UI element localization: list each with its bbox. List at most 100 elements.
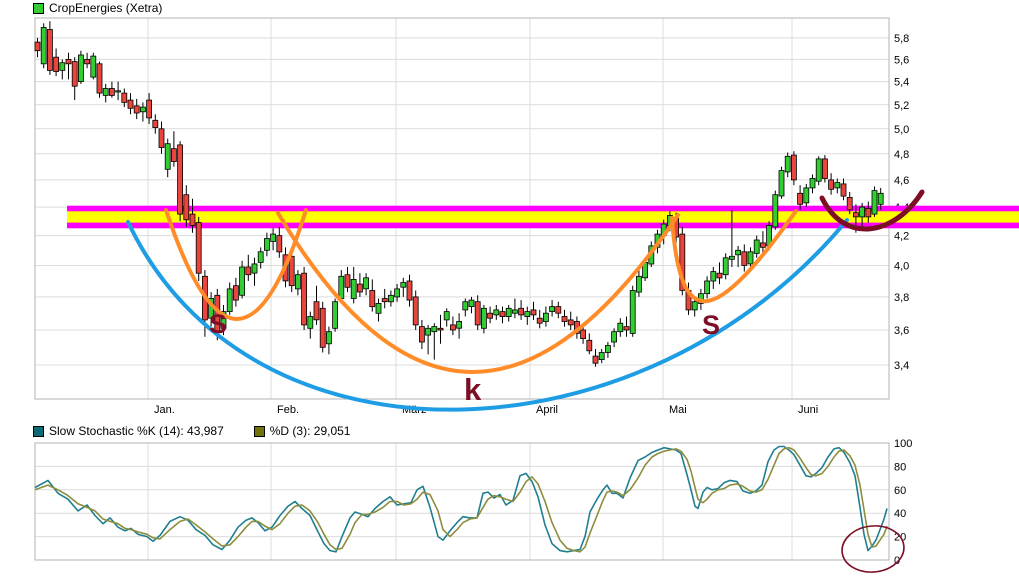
candle	[239, 266, 246, 296]
price-tick-label: 3,6	[894, 325, 909, 337]
candle	[257, 251, 264, 263]
price-tick-label: 3,4	[894, 360, 909, 372]
candle	[704, 280, 710, 295]
handle-arc	[819, 189, 925, 232]
candle	[121, 92, 128, 103]
price-tick-label: 3,8	[894, 292, 909, 304]
price-tick-label: 5,2	[894, 100, 909, 112]
candle	[580, 329, 586, 340]
month-label: Juni	[798, 404, 818, 416]
candle	[34, 41, 41, 52]
candle	[803, 187, 810, 204]
candle	[747, 251, 754, 265]
candle	[474, 301, 481, 326]
left-shoulder-arc	[164, 208, 308, 321]
candle	[406, 280, 413, 301]
candle	[431, 326, 438, 333]
month-label: April	[536, 404, 558, 416]
stoch-d-label: %D (3): 29,051	[269, 424, 351, 438]
candle	[586, 339, 593, 352]
price-tick-label: 4,0	[894, 261, 909, 273]
candle	[115, 90, 121, 93]
month-label: Feb.	[277, 404, 299, 416]
candle	[344, 274, 351, 288]
candle	[710, 271, 717, 282]
candle	[164, 143, 171, 170]
stochastic-lines	[34, 445, 888, 553]
candle	[505, 307, 512, 317]
candle	[356, 283, 363, 293]
price-tick-label: 5,4	[894, 77, 909, 89]
candle	[84, 59, 90, 65]
candle	[170, 148, 177, 162]
candle	[549, 306, 555, 312]
candle	[387, 294, 394, 303]
candle	[536, 317, 543, 324]
candle	[183, 194, 190, 221]
candle	[735, 249, 741, 256]
price-legend: CropEnergies (Xetra)	[33, 1, 162, 15]
candle	[152, 119, 159, 129]
candle	[195, 222, 202, 274]
candle	[96, 63, 103, 94]
stochastic-legend: Slow Stochastic %K (14): 43,987 %D (3): …	[33, 424, 350, 438]
candle	[232, 285, 239, 301]
candle	[325, 331, 332, 345]
candle	[679, 233, 686, 291]
band-yellow-fill	[67, 211, 1019, 223]
pattern-letter: S	[209, 309, 227, 339]
candle	[369, 290, 376, 308]
candle	[425, 327, 432, 336]
candle	[462, 301, 469, 311]
candle	[71, 61, 78, 87]
candle	[294, 274, 301, 290]
candle	[809, 178, 816, 189]
candle	[319, 307, 326, 348]
candle	[301, 272, 308, 326]
candle	[394, 288, 401, 298]
candle	[40, 26, 47, 65]
stoch-tick-label: 0	[894, 555, 900, 567]
candle	[729, 255, 735, 260]
cup-outline-blue	[126, 218, 849, 412]
candle	[877, 192, 884, 205]
price-legend-swatch	[33, 2, 44, 14]
hand-drawn-annotations: Sk S	[126, 189, 925, 573]
candle	[400, 282, 407, 288]
candle	[78, 54, 84, 83]
stoch-d-line	[34, 446, 888, 553]
candle	[102, 88, 109, 96]
candle	[189, 213, 196, 226]
candle	[791, 154, 797, 181]
candle	[456, 321, 463, 329]
stoch-k-line	[34, 445, 888, 553]
candle	[480, 307, 487, 329]
candle	[543, 312, 549, 322]
candle	[109, 88, 115, 96]
right-shoulder-arc	[670, 209, 798, 304]
candle	[611, 331, 617, 343]
candle	[251, 263, 258, 274]
candle	[332, 301, 339, 329]
price-tick-label: 4,6	[894, 175, 909, 187]
candle	[760, 242, 766, 248]
candle	[865, 208, 872, 218]
candle	[605, 345, 611, 353]
candle	[623, 326, 630, 331]
candle	[437, 327, 444, 331]
month-label: Jan.	[154, 404, 175, 416]
candle	[276, 235, 283, 253]
candle	[245, 266, 252, 276]
candle	[443, 311, 450, 321]
head-arc	[276, 211, 680, 374]
candle	[555, 306, 562, 314]
candle	[270, 233, 277, 242]
candle	[288, 255, 295, 287]
candle	[691, 301, 698, 311]
candle	[47, 29, 53, 71]
stoch-k-label: Slow Stochastic %K (14): 43,987	[49, 424, 224, 438]
candle	[363, 277, 370, 290]
candle	[381, 298, 388, 303]
candle	[598, 352, 605, 360]
